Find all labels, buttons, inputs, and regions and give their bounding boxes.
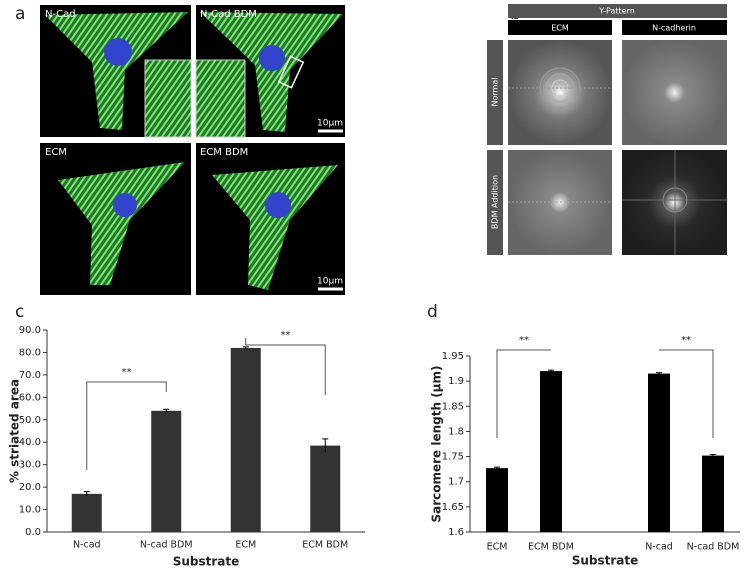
column-label: ECM [551, 24, 569, 33]
y-tick-label: 1.8 [448, 426, 464, 437]
panel-label: d [427, 302, 438, 322]
significance-bracket [245, 338, 326, 395]
x-tick-label: ECM [487, 542, 508, 553]
y-tick-label: 20.0 [19, 482, 41, 493]
error-bar [163, 408, 170, 413]
x-tick-label: N-cad BDM [140, 540, 193, 551]
fft-image [622, 40, 727, 145]
image-label: N-Cad [45, 9, 76, 20]
image-label: N-Cad BDM [200, 9, 257, 20]
significance-label: ** [281, 330, 291, 341]
y-tick-label: 80.0 [19, 347, 41, 358]
x-tick-label: ECM BDM [528, 542, 574, 553]
row-label: Normal [491, 78, 500, 107]
fft-image [622, 150, 727, 255]
bar [648, 373, 670, 532]
error-bar [548, 369, 554, 373]
bar [486, 468, 508, 532]
micrograph [40, 143, 191, 295]
scale-bar-label: 10μm [317, 277, 343, 287]
y-tick-label: 1.95 [442, 351, 464, 362]
micrograph [196, 143, 345, 295]
x-tick-label: ECM BDM [302, 540, 348, 551]
y-tick-label: 0.0 [25, 527, 41, 538]
fft-image [508, 150, 612, 255]
significance-bracket [496, 349, 551, 438]
row-header [487, 150, 503, 255]
error-bar [83, 491, 90, 497]
x-axis-label: Substrate [173, 555, 240, 569]
column-header [508, 20, 612, 35]
significance-bracket [86, 381, 167, 470]
x-tick-label: N-cad [73, 540, 101, 551]
significance-label: ** [681, 335, 691, 346]
y-tick-label: 1.75 [442, 452, 464, 463]
y-tick-label: 1.6 [448, 527, 464, 538]
micrograph [195, 5, 345, 138]
error-bar [656, 372, 662, 375]
image-label: ECM BDM [200, 147, 248, 158]
micrograph [40, 5, 192, 138]
significance-label: ** [519, 335, 529, 346]
x-tick-label: N-cad BDM [687, 542, 740, 553]
error-bar [710, 454, 716, 457]
error-bar [322, 438, 329, 453]
column-header [622, 20, 727, 35]
x-tick-label: ECM [235, 540, 256, 551]
scale-bar-label: 10μm [317, 119, 343, 129]
y-tick-label: 10.0 [19, 505, 41, 516]
error-bar [242, 346, 249, 350]
y-axis-label: Sarcomere length (µm) [430, 365, 444, 522]
error-bar [494, 466, 500, 470]
y-tick-label: 40.0 [19, 437, 41, 448]
header-bar [508, 4, 727, 18]
y-tick-label: 50.0 [19, 415, 41, 426]
y-axis-label: % striated area [8, 379, 22, 483]
bar [151, 410, 182, 532]
fft-image [508, 40, 612, 145]
y-tick-label: 30.0 [19, 460, 41, 471]
y-tick-label: 1.7 [448, 477, 464, 488]
panel-label: a [15, 4, 25, 24]
y-tick-label: 60.0 [19, 392, 41, 403]
bar [702, 455, 724, 532]
y-tick-label: 90.0 [19, 325, 41, 336]
bar [71, 493, 102, 532]
y-tick-label: 1.9 [448, 376, 464, 387]
image-label: ECM [45, 147, 67, 158]
row-label: BDM Addition [491, 175, 500, 229]
significance-bracket [659, 349, 714, 438]
y-tick-label: 70.0 [19, 370, 41, 381]
x-tick-label: N-cad [645, 542, 673, 553]
bar [310, 445, 341, 532]
header: Y-Pattern [598, 7, 635, 16]
bar [540, 371, 562, 532]
row-header [487, 40, 503, 145]
y-tick-label: 1.85 [442, 401, 464, 412]
bar [230, 347, 261, 532]
significance-label: ** [122, 367, 132, 378]
column-label: N-cadherin [652, 24, 696, 33]
panel-label: c [15, 302, 24, 322]
x-axis-label: Substrate [572, 554, 639, 568]
y-tick-label: 1.65 [442, 502, 464, 513]
